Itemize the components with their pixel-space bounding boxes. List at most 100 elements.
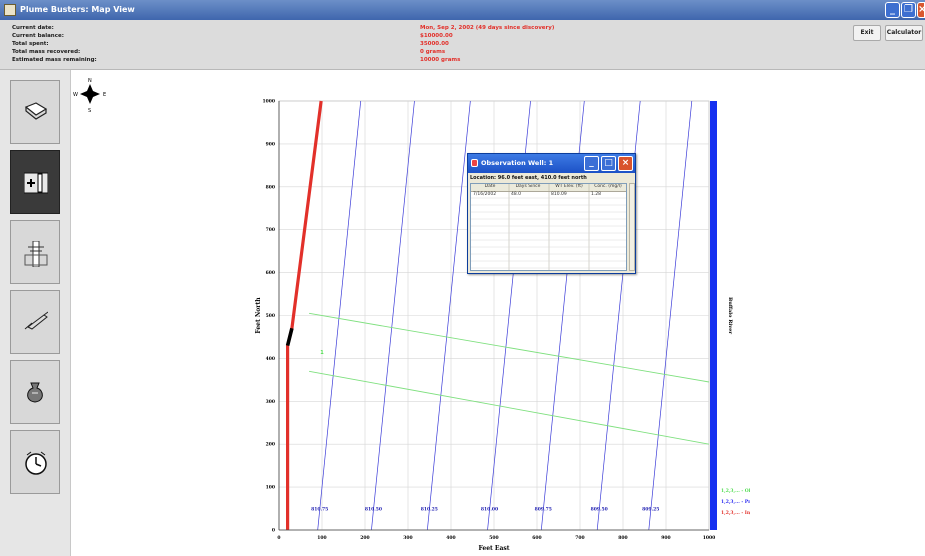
- dialog-icon: [471, 159, 478, 167]
- contour-label: 809.25: [642, 507, 659, 513]
- axes: 00 100 100 200 200 300 300 400 400 500 500 600 600 70…: [262, 99, 715, 542]
- plume-lines: [309, 312, 710, 445]
- total-spent-label: Total spent:: [12, 41, 49, 47]
- y-tick-label: 700: [266, 227, 275, 233]
- contour-line: [648, 100, 693, 531]
- x-tick-label: 400: [446, 535, 455, 541]
- compass-w: W: [73, 92, 78, 98]
- x-tick-label: 100: [317, 535, 326, 541]
- compass-n: N: [88, 78, 92, 84]
- app-icon: [4, 4, 16, 16]
- book-icon: [24, 102, 48, 120]
- contour-label: 810.50: [365, 507, 382, 513]
- contour-label: 810.75: [311, 507, 328, 513]
- syringe-sample-icon: [24, 311, 48, 330]
- plume-boundary-line: [309, 370, 710, 445]
- y-tick-label: 0: [272, 528, 275, 534]
- status-panel: Current date: Current balance: Total spe…: [0, 20, 925, 70]
- x-tick-label: 500: [489, 535, 498, 541]
- compass-s: S: [88, 108, 91, 114]
- x-tick-label: 0: [277, 535, 280, 541]
- exit-button[interactable]: Exit: [853, 25, 881, 41]
- mass-recovered-value: 0 grams: [420, 49, 446, 55]
- money-bag-icon: [27, 382, 43, 403]
- total-spent-value: 35000.00: [420, 41, 449, 47]
- title-bar[interactable]: Plume Busters: Map View _ ❐ ×: [0, 0, 925, 20]
- cell-wt-elev[interactable]: 810.09: [551, 192, 567, 197]
- compass-e: E: [103, 92, 106, 98]
- pump-well-tool[interactable]: [10, 220, 60, 284]
- x-axis-label: Feet East: [478, 545, 509, 552]
- y-tick-label: 500: [266, 313, 275, 319]
- x-tick-label: 600: [532, 535, 541, 541]
- legend: 1,2,3,... - Observation wells 1,2,3,... -…: [721, 488, 750, 516]
- tool-palette: [0, 70, 71, 556]
- dialog-title-bar[interactable]: Observation Well: 1 _ □ ×: [468, 154, 635, 173]
- x-tick-label: 700: [575, 535, 584, 541]
- y-tick-label: 400: [266, 356, 275, 362]
- well-location: Location: 96.0 feet east, 410.0 feet nor…: [470, 175, 587, 181]
- y-tick-label: 600: [266, 270, 275, 276]
- table-grid: [471, 184, 626, 270]
- y-tick-label: 200: [266, 442, 275, 448]
- cell-date[interactable]: 7/16/2002: [473, 192, 497, 197]
- current-date-value: Mon, Sep 2, 2002 (49 days since discover…: [420, 25, 555, 31]
- river: [710, 101, 717, 530]
- y-tick-label: 300: [266, 399, 275, 405]
- pump-well-icon: [24, 241, 48, 267]
- contour-line: [427, 100, 471, 531]
- budget-tool[interactable]: [10, 360, 60, 424]
- calculator-button[interactable]: Calculator: [885, 25, 923, 41]
- well-casing-marker: [285, 327, 294, 346]
- table-scrollbar[interactable]: [629, 183, 635, 271]
- current-balance-value: $10000.00: [420, 33, 453, 39]
- legend-item: 1,2,3,... - Production wells: [721, 499, 750, 505]
- river-label: Buffalo River: [727, 297, 733, 334]
- contour-label: 809.75: [535, 507, 552, 513]
- contour-label: 810.25: [421, 507, 438, 513]
- install-well-tool[interactable]: [10, 150, 60, 214]
- window-title: Plume Busters: Map View: [20, 5, 135, 14]
- column-header-wt-elev[interactable]: WT Elev. (ft): [555, 184, 583, 189]
- close-button[interactable]: ×: [917, 2, 925, 18]
- current-date-label: Current date:: [12, 25, 54, 31]
- y-tick-label: 1000: [262, 99, 275, 105]
- current-balance-label: Current balance:: [12, 33, 64, 39]
- column-header-days[interactable]: Days Since: [515, 184, 541, 189]
- y-tick-label: 800: [266, 184, 275, 190]
- x-tick-label: 300: [403, 535, 412, 541]
- observation-well-marker: 1: [320, 350, 324, 356]
- dialog-maximize-button[interactable]: □: [601, 156, 616, 171]
- injection-line: 1: [285, 100, 324, 530]
- mass-remaining-label: Estimated mass remaining:: [12, 57, 97, 63]
- well-install-icon: [24, 172, 48, 194]
- x-tick-label: 1000: [703, 535, 716, 541]
- sample-tool[interactable]: [10, 290, 60, 354]
- info-book-tool[interactable]: [10, 80, 60, 144]
- observation-table[interactable]: Date Days Since WT Elev. (ft) Conc. (mg/…: [470, 183, 627, 271]
- column-header-conc[interactable]: Conc. (mg/l): [594, 184, 622, 189]
- dialog-minimize-button[interactable]: _: [584, 156, 599, 171]
- compass-rose: N S E W: [73, 78, 106, 114]
- cell-days[interactable]: 48.0: [511, 192, 522, 197]
- y-axis-label: Feet North: [255, 297, 262, 334]
- observation-well-dialog[interactable]: Observation Well: 1 _ □ × Location: 96.0…: [467, 153, 636, 274]
- x-tick-label: 200: [360, 535, 369, 541]
- minimize-button[interactable]: _: [885, 2, 900, 18]
- x-tick-label: 800: [618, 535, 627, 541]
- clock-icon: [25, 451, 47, 475]
- dialog-close-button[interactable]: ×: [618, 156, 633, 171]
- maximize-button[interactable]: ❐: [901, 2, 916, 18]
- mass-remaining-value: 10000 grams: [420, 57, 461, 63]
- legend-item: 1,2,3,... - Observation wells: [721, 488, 750, 494]
- mass-recovered-label: Total mass recovered:: [12, 49, 81, 55]
- column-header-date[interactable]: Date: [484, 184, 496, 189]
- x-tick-label: 900: [661, 535, 670, 541]
- y-tick-label: 100: [266, 485, 275, 491]
- contour-label: 810.00: [481, 507, 498, 513]
- legend-item: 1,2,3,... - Injection wells: [721, 510, 750, 516]
- cell-conc[interactable]: 1.28: [591, 192, 602, 197]
- advance-time-tool[interactable]: [10, 430, 60, 494]
- contour-label: 809.50: [591, 507, 608, 513]
- y-tick-label: 900: [266, 141, 275, 147]
